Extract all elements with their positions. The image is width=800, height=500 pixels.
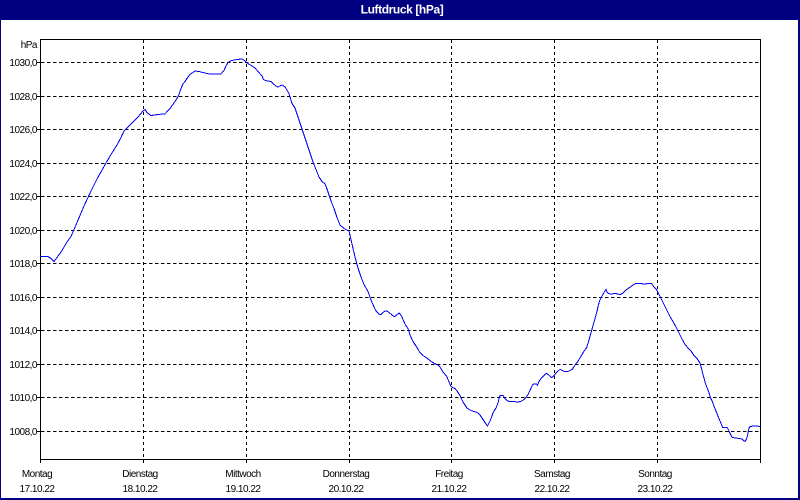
svg-text:1022,0: 1022,0	[9, 192, 38, 203]
svg-text:Montag: Montag	[22, 469, 52, 480]
svg-text:1026,0: 1026,0	[9, 125, 38, 136]
svg-text:1008,0: 1008,0	[9, 427, 38, 438]
svg-text:19.10.22: 19.10.22	[226, 484, 262, 495]
svg-text:1030,0: 1030,0	[9, 58, 38, 69]
svg-text:Freitag: Freitag	[435, 469, 463, 480]
svg-text:1020,0: 1020,0	[9, 226, 38, 237]
svg-text:17.10.22: 17.10.22	[20, 484, 56, 495]
svg-text:20.10.22: 20.10.22	[329, 484, 365, 495]
svg-text:1024,0: 1024,0	[9, 159, 38, 170]
svg-text:Dienstag: Dienstag	[122, 469, 157, 480]
svg-text:1028,0: 1028,0	[9, 92, 38, 103]
svg-text:1014,0: 1014,0	[9, 326, 38, 337]
svg-text:1016,0: 1016,0	[9, 293, 38, 304]
svg-text:1010,0: 1010,0	[9, 393, 38, 404]
svg-text:Samstag: Samstag	[534, 469, 570, 480]
svg-text:23.10.22: 23.10.22	[638, 484, 674, 495]
svg-text:18.10.22: 18.10.22	[123, 484, 159, 495]
svg-text:hPa: hPa	[21, 40, 38, 51]
svg-text:Sonntag: Sonntag	[638, 469, 672, 480]
svg-text:1012,0: 1012,0	[9, 360, 38, 371]
svg-text:21.10.22: 21.10.22	[432, 484, 468, 495]
svg-text:Mittwoch: Mittwoch	[225, 469, 260, 480]
svg-text:Luftdruck [hPa]: Luftdruck [hPa]	[361, 3, 444, 17]
svg-text:1018,0: 1018,0	[9, 259, 38, 270]
svg-text:Donnerstag: Donnerstag	[323, 469, 370, 480]
svg-text:22.10.22: 22.10.22	[535, 484, 571, 495]
